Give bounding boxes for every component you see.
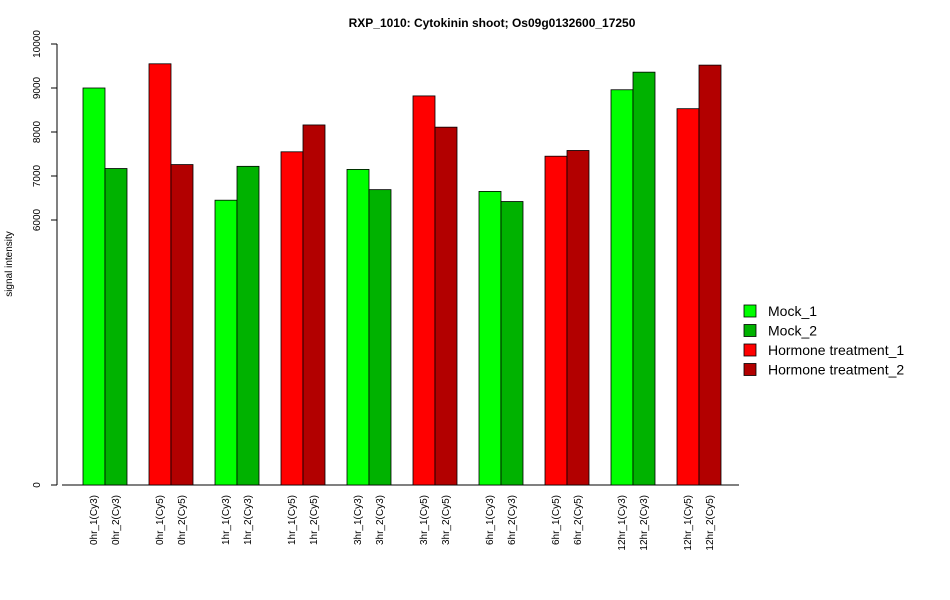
x-tick-label: 1hr_1(Cy5) <box>287 495 298 545</box>
x-tick-label: 3hr_2(Cy3) <box>375 495 386 545</box>
bar <box>170 164 194 486</box>
bar <box>148 63 172 486</box>
bar <box>104 168 128 486</box>
bar <box>368 189 392 486</box>
bar <box>214 199 238 486</box>
y-tick-label: 6000 <box>32 208 43 231</box>
legend-swatch <box>743 304 757 318</box>
legend-label: Mock_2 <box>768 323 817 339</box>
y-tick-label: 10000 <box>32 30 43 58</box>
bar <box>698 64 722 486</box>
legend-label: Mock_1 <box>768 303 817 319</box>
chart-title: RXP_1010: Cytokinin shoot; Os09g0132600_… <box>349 16 636 30</box>
bar <box>610 89 634 486</box>
x-tick-label: 0hr_2(Cy3) <box>111 495 122 545</box>
x-tick-label: 0hr_1(Cy3) <box>89 495 100 545</box>
y-tick-label: 9000 <box>32 76 43 99</box>
bar <box>82 87 106 486</box>
x-tick-label: 6hr_1(Cy3) <box>485 495 496 545</box>
bar <box>412 95 436 486</box>
x-tick-label: 12hr_1(Cy3) <box>617 495 628 551</box>
x-tick-label: 0hr_2(Cy5) <box>177 495 188 545</box>
bar <box>346 168 370 486</box>
x-tick-label: 1hr_1(Cy3) <box>221 495 232 545</box>
x-axis: 0hr_1(Cy3) 0hr_2(Cy3) 0hr_1(Cy5) 0hr_2(Cy5)… <box>62 484 739 551</box>
legend-label: Hormone treatment_1 <box>768 342 904 358</box>
legend-swatch <box>743 343 757 357</box>
y-tick-label: 8000 <box>32 120 43 143</box>
bar <box>544 155 568 486</box>
bar <box>236 165 260 486</box>
x-tick-label: 1hr_2(Cy5) <box>309 495 320 545</box>
bar <box>434 126 458 486</box>
x-tick-label: 6hr_2(Cy5) <box>573 495 584 545</box>
x-tick-label: 6hr_1(Cy5) <box>551 495 562 545</box>
legend-swatch <box>743 324 757 337</box>
x-tick-label: 6hr_2(Cy3) <box>507 495 518 545</box>
bar <box>302 124 326 486</box>
legend-label: Hormone treatment_2 <box>768 362 904 378</box>
x-tick-label: 12hr_2(Cy3) <box>639 495 650 551</box>
bar <box>280 151 304 486</box>
bar <box>632 71 656 486</box>
bars-group <box>82 63 722 486</box>
bar <box>500 201 524 486</box>
bar <box>676 108 700 486</box>
y-tick-label: 7000 <box>32 164 43 187</box>
x-tick-label: 1hr_2(Cy3) <box>243 495 254 545</box>
y-axis-label: signal intensity <box>4 231 15 297</box>
x-tick-label: 12hr_1(Cy5) <box>683 495 694 551</box>
legend: Mock_1 Mock_2 Hormone treatment_1 Hormone t… <box>743 303 904 378</box>
x-tick-label: 3hr_1(Cy5) <box>419 495 430 545</box>
x-tick-label: 3hr_1(Cy3) <box>353 495 364 545</box>
legend-swatch <box>743 363 757 376</box>
bar <box>566 150 590 486</box>
x-tick-label: 12hr_2(Cy5) <box>705 495 716 551</box>
y-axis: 0 6000 7000 8000 9000 10000 <box>32 30 58 488</box>
y-tick-label: 0 <box>32 482 43 488</box>
x-tick-label: 0hr_1(Cy5) <box>155 495 166 545</box>
x-tick-label: 3hr_2(Cy5) <box>441 495 452 545</box>
bar <box>478 190 502 486</box>
